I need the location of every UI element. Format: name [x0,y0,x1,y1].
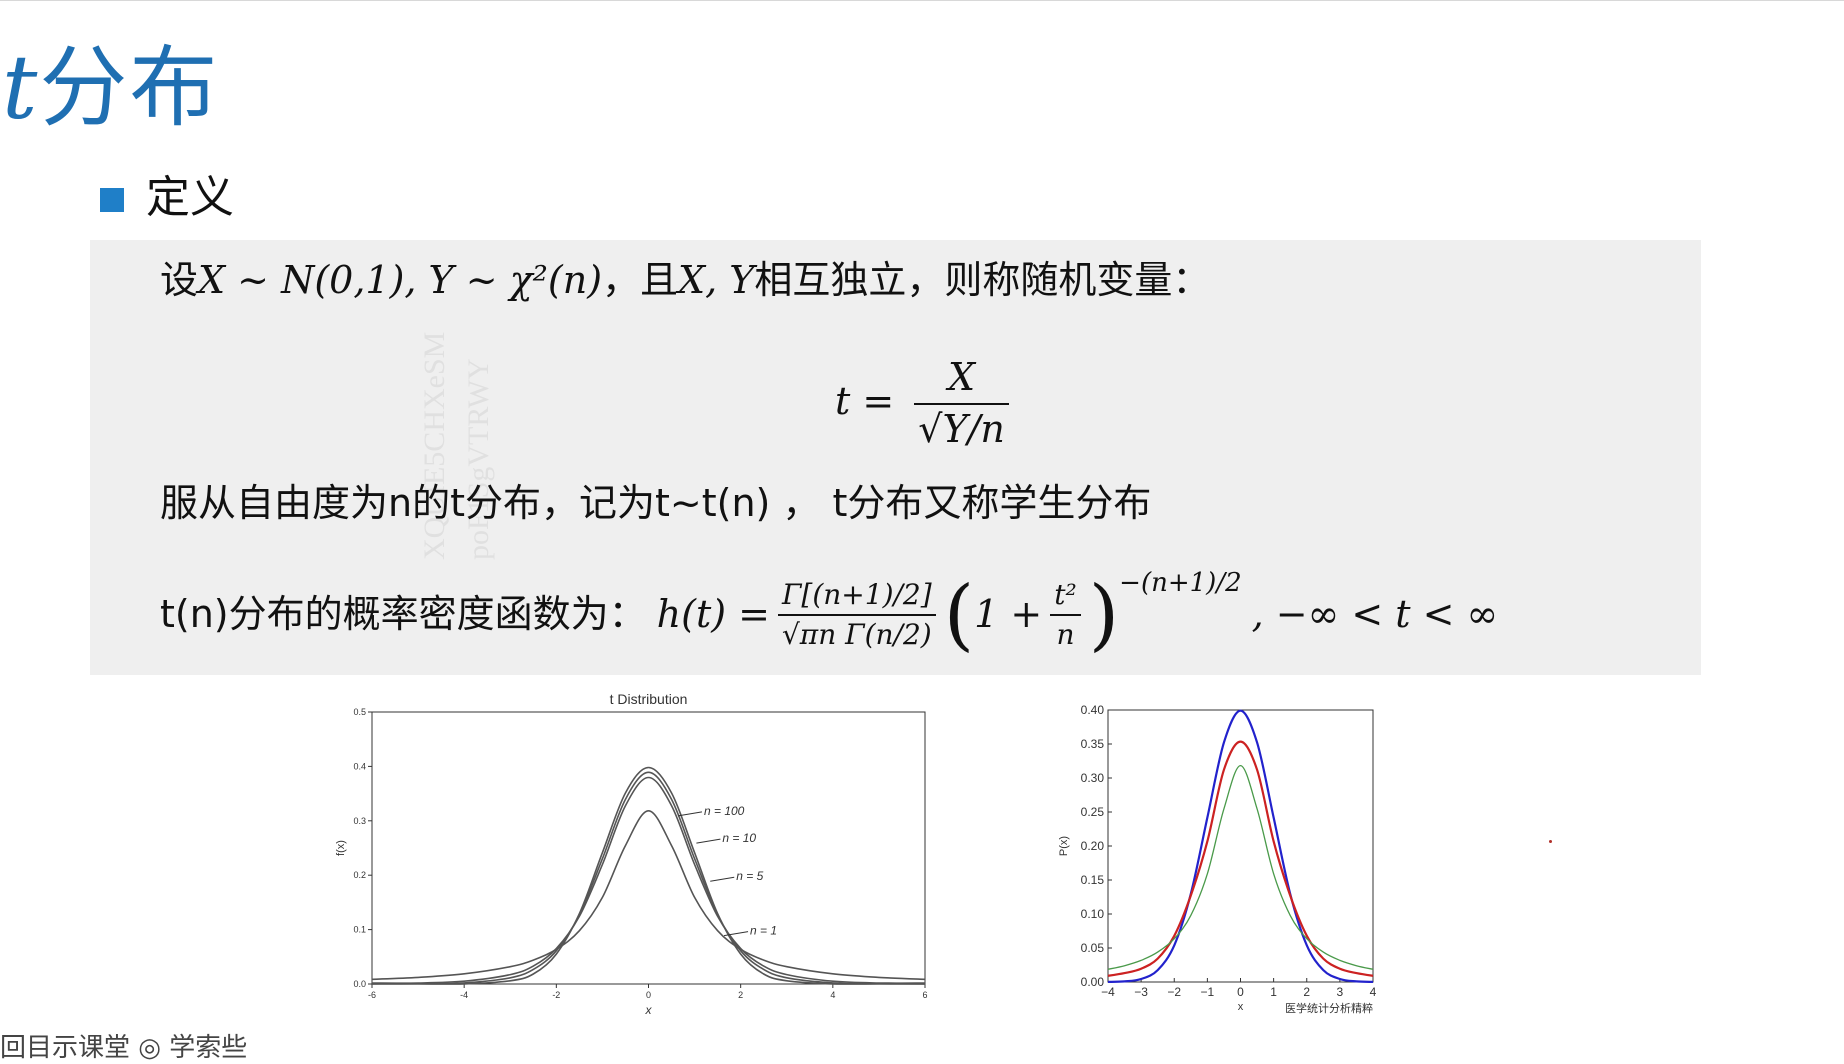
definition-box: 设X ~ N(0,1), Y ~ χ²(n)，且X, Y相互独立，则称随机变量：… [90,240,1701,675]
left-paren: ( [943,570,975,660]
chart2-ytick-label: 0.20 [1081,839,1105,853]
chart2-ytick-label: 0.30 [1081,771,1105,785]
chart1-series-line [371,776,926,984]
chart1-annotation-leader [696,838,721,844]
chart2-frame [1107,709,1374,983]
chart1-ytick-label: 0.0 [353,979,366,989]
chart2-xtick-label: −3 [1134,985,1148,999]
chart1-xtick-label: -4 [460,990,468,1000]
section-label: 定义 [146,172,234,223]
chart2-ytick-label: 0.15 [1081,873,1105,887]
cond-math: X ~ N(0,1), Y ~ χ²(n) [198,258,603,302]
title-text: 分布 [39,36,220,139]
chart2-ytick-label: 0.05 [1081,941,1105,955]
cond-prefix: 设 [160,258,199,302]
red-dot [1549,840,1552,843]
bullet-square-icon [100,188,124,212]
chart2-ytick-label: 0.35 [1081,737,1105,751]
chart1-annotation-leader [723,931,749,937]
t-distribution-svg: t Distribution -6 -4 -2 0 2 4 6 0.0 0.1 0.2 0.3 0.4 0… [335,691,928,1017]
chart2-xtick-label: 4 [1370,985,1377,999]
pdf-label: t(n)分布的概率密度函数为： [160,592,647,637]
chart1-annotation-label: n = 5 [736,869,763,883]
pdf-numerator: Γ[(n+1)/2] [777,578,936,616]
pdf-denominator: √πn Γ(n/2) [781,618,932,651]
chart1-annotation-label: n = 100 [704,804,745,818]
chart2-xtick-label: 1 [1270,985,1277,999]
cond-suffix: 相互独立，则称随机变量： [754,258,1211,302]
pdf-inner-denominator: n [1056,618,1075,651]
chart1-annotation-label: n = 10 [722,831,756,845]
chart2-xtick-label: −2 [1167,985,1181,999]
chart1-xtick-label: 4 [830,990,835,1000]
pdf-line: t(n)分布的概率密度函数为： h(t) = Γ[(n+1)/2] √πn Γ(… [160,568,1499,660]
watermark-line-1: XQUIE5CHXeSM [418,331,451,560]
formula-denominator: √Y/n [918,406,1005,451]
pdf-lhs: h(t) = [656,592,770,637]
chart2-series-line [1107,764,1374,970]
chart1-ytick-label: 0.4 [353,761,366,771]
law-line: 服从自由度为n的t分布，记为t~t(n) ， t分布又称学生分布 [160,481,1152,525]
chart1-xlabel: x [645,1003,653,1017]
chart1-ylabel: f(x) [335,840,347,856]
pdf-inner-fraction: t² n [1050,578,1081,651]
chart1-xtick-label: 2 [738,990,743,1000]
chart1-ytick-label: 0.5 [353,707,366,717]
slide-title: t分布 [2,39,219,137]
pdf-paren-body: 1 + [974,592,1043,637]
chart2-xtick-label: −4 [1101,985,1115,999]
formula-numerator: X [914,355,1009,405]
chart2-xlabel: x [1238,1001,1244,1013]
chart1-ytick-label: 0.2 [353,870,366,880]
cond-mid: ，且 [602,258,679,302]
chart2-xtick-label: −1 [1201,985,1215,999]
chart2-ytick-label: 0.10 [1081,907,1105,921]
chart1-xtick-label: -2 [552,990,560,1000]
cond-vars: X, Y [678,258,755,302]
t-formula: t = X √Y/n [835,355,1017,452]
condition-line: 设X ~ N(0,1), Y ~ χ²(n)，且X, Y相互独立，则称随机变量： [160,258,1210,304]
bottom-strip: 回目示课堂 ◎ 学索些 [0,1033,248,1063]
chart2-ytick-label: 0.25 [1081,805,1105,819]
chart1-ytick-label: 0.1 [353,925,366,935]
pdf-inner-numerator: t² [1050,578,1081,616]
title-variable: t [2,36,40,139]
chart1-ytick-label: 0.3 [353,816,366,826]
chart1-title: t Distribution [610,691,688,707]
formula-fraction: X √Y/n [914,355,1009,452]
chart2-xtick-label: 2 [1303,985,1310,999]
chart1-frame [371,711,926,985]
right-paren: ) [1088,570,1120,660]
chart1-xtick-label: 6 [922,990,927,1000]
chart1-annotation-leader [677,811,703,817]
chart2-ytick-label: 0.00 [1081,975,1105,989]
pdf-comparison-svg: −4 −3 −2 −1 0 1 2 3 4 0.00 0.05 0.10 0.15 0.20 0.25 0.3… [1058,703,1377,1015]
chart2-series-line [1107,709,1374,983]
chart2-credit: 医学统计分析精粹 [1285,1001,1373,1015]
watermark-line-2: poF1SgVTRWY [462,358,495,560]
chart2-xtick-label: 3 [1337,985,1344,999]
top-rule [0,0,1844,1]
chart1-annotation-label: n = 1 [750,924,777,938]
chart2-xtick-label: 0 [1237,985,1244,999]
chart1-series-line [371,809,926,981]
chart1-xtick-label: 0 [646,990,651,1000]
chart2-series-line [1107,740,1374,977]
pdf-fraction: Γ[(n+1)/2] √πn Γ(n/2) [777,578,936,651]
chart1-xtick-label: -6 [368,990,376,1000]
chart1-annotation-leader [710,876,735,882]
t-distribution-chart: t Distribution -6 -4 -2 0 2 4 6 0.0 0.1 0.2 0.3 0.4 0… [330,690,950,1024]
pdf-exponent: −(n+1)/2 [1119,568,1242,598]
formula-lhs: t = [835,379,895,424]
pdf-domain: , −∞ < t < ∞ [1251,592,1499,637]
chart1-series-line [371,766,925,985]
chart2-ylabel: P(x) [1058,836,1070,856]
chart1-series-line [371,771,926,985]
pdf-comparison-chart: −4 −3 −2 −1 0 1 2 3 4 0.00 0.05 0.10 0.15 0.20 0.25 0.3… [1055,700,1395,1024]
chart2-ytick-label: 0.40 [1081,703,1105,717]
